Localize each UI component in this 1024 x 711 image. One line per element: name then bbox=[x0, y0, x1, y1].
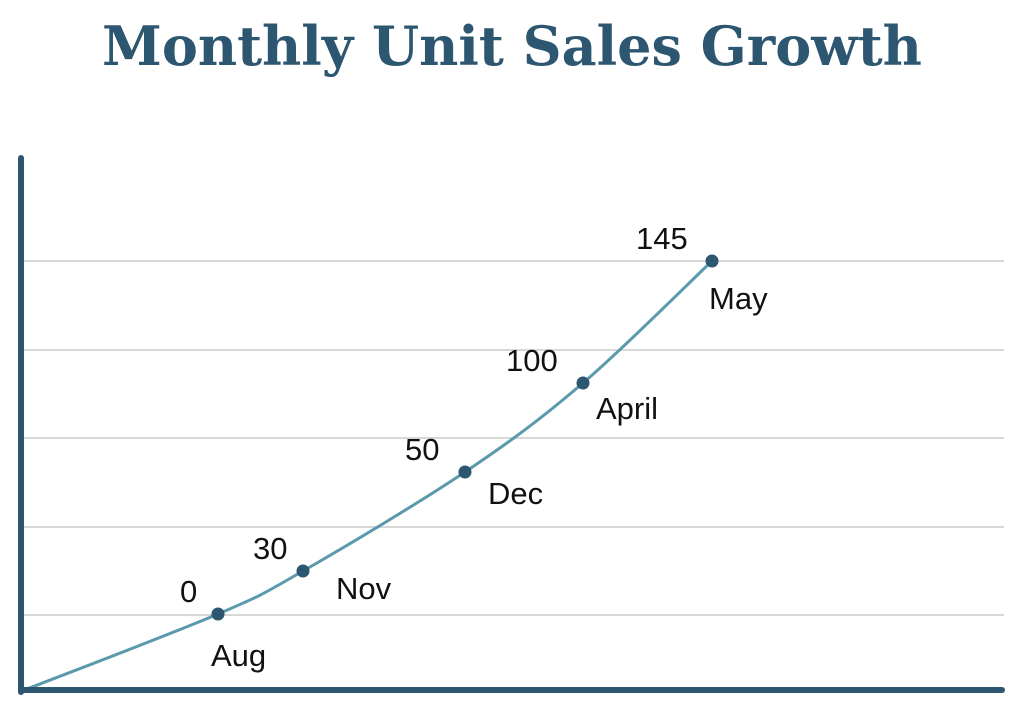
category-label-may: May bbox=[709, 281, 768, 316]
category-label-aug: Aug bbox=[211, 638, 266, 673]
category-label-dec: Dec bbox=[488, 476, 543, 511]
value-label-dec: 50 bbox=[405, 432, 439, 467]
value-label-nov: 30 bbox=[253, 531, 287, 566]
data-point-dec bbox=[458, 465, 472, 479]
chart-title: Monthly Unit Sales Growth bbox=[102, 14, 922, 78]
data-point-may bbox=[705, 254, 719, 268]
value-label-may: 145 bbox=[636, 221, 688, 256]
value-label-april: 100 bbox=[506, 343, 558, 378]
category-label-april: April bbox=[596, 391, 658, 426]
series-line bbox=[26, 259, 714, 691]
value-label-aug: 0 bbox=[180, 574, 197, 609]
category-label-nov: Nov bbox=[336, 571, 392, 606]
data-point-nov bbox=[296, 564, 310, 578]
axes bbox=[18, 155, 1005, 695]
data-point-aug bbox=[211, 607, 225, 621]
data-points: 0 Aug 30 Nov 50 Dec 100 April 145 May bbox=[180, 221, 768, 673]
data-point-april bbox=[576, 376, 590, 390]
